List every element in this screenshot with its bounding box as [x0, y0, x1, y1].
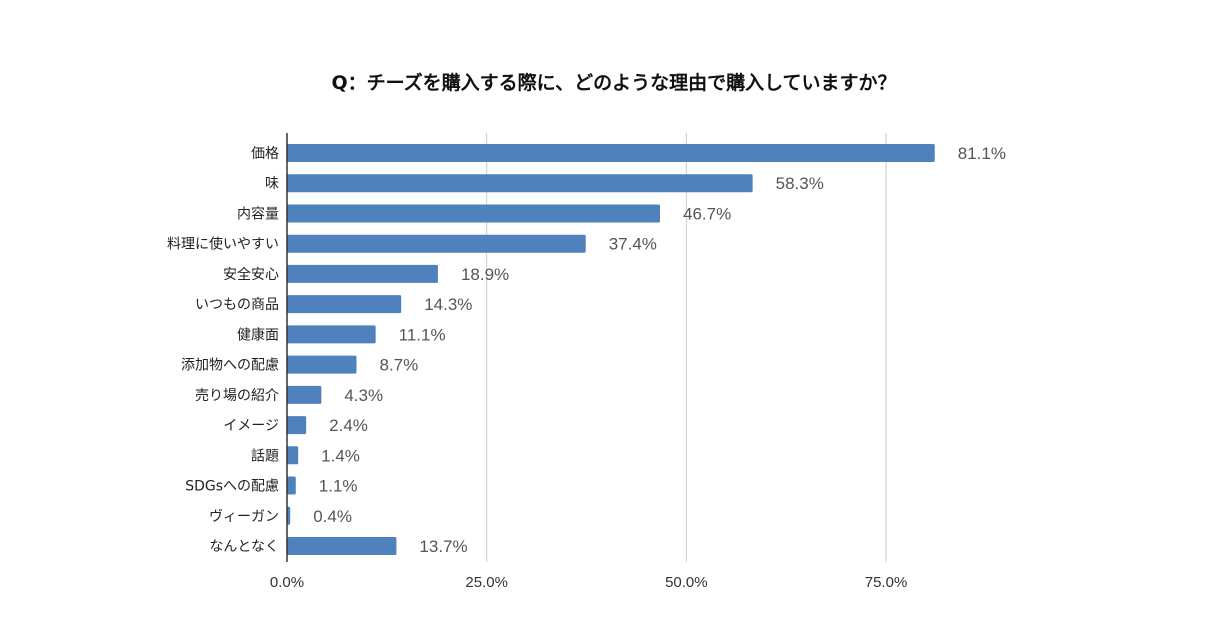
category-label: 料理に使いやすい	[167, 236, 279, 253]
bar	[287, 325, 376, 344]
category-label: なんとなく	[209, 539, 279, 555]
category-label: 健康面	[237, 326, 279, 343]
bar	[287, 506, 291, 525]
bar	[287, 204, 660, 223]
value-label: 2.4%	[329, 416, 368, 435]
bar	[287, 264, 438, 283]
x-tick-label: 25.0%	[465, 574, 508, 591]
x-tick-label: 0.0%	[270, 574, 304, 591]
category-label: 味	[265, 176, 279, 192]
bar	[287, 144, 935, 162]
value-label: 0.4%	[313, 507, 352, 526]
x-tick-label: 50.0%	[665, 574, 708, 591]
bar	[287, 234, 586, 253]
value-label: 58.3%	[776, 174, 824, 193]
value-label: 14.3%	[424, 295, 472, 314]
category-label: 安全安心	[223, 266, 279, 283]
category-label: 添加物への配慮	[181, 358, 279, 374]
category-label: イメージ	[223, 418, 279, 434]
value-label: 11.1%	[399, 325, 446, 344]
value-label: 1.1%	[319, 477, 358, 496]
x-tick-label: 75.0%	[865, 574, 908, 591]
value-label: 81.1%	[958, 144, 1006, 163]
category-label: SDGsへの配慮	[185, 479, 279, 495]
bar	[287, 355, 357, 374]
value-label: 8.7%	[379, 356, 418, 375]
bars	[287, 144, 935, 555]
value-label: 1.4%	[321, 446, 360, 465]
value-label: 18.9%	[461, 265, 509, 284]
value-label: 46.7%	[683, 204, 731, 223]
category-label: 内容量	[237, 205, 279, 222]
bar	[287, 295, 402, 314]
category-label: 売り場の紹介	[195, 388, 279, 404]
chart-title: Q：チーズを購入する際に、どのような理由で購入していますか？	[331, 72, 897, 94]
value-label: 37.4%	[609, 235, 657, 254]
bar	[287, 476, 296, 495]
category-label: いつもの商品	[195, 297, 279, 313]
labels: 0.0% 25.0% 50.0% 75.0% 価格 81.1% 味 58.3% 内容量 46.7%…	[167, 144, 1006, 591]
value-label: 13.7%	[419, 537, 467, 556]
value-label: 4.3%	[344, 386, 383, 405]
category-label: ヴィーガン	[209, 508, 279, 525]
bar	[287, 536, 397, 555]
category-label: 話題	[251, 447, 279, 464]
bar	[287, 446, 299, 465]
bar	[287, 385, 322, 404]
bar	[287, 416, 307, 435]
bar	[287, 174, 753, 193]
gridlines	[486, 133, 887, 562]
category-label: 価格	[251, 146, 279, 162]
